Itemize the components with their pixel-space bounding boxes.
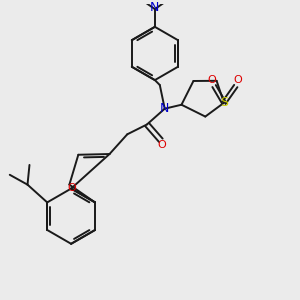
Text: S: S: [220, 96, 228, 109]
Text: O: O: [158, 140, 166, 150]
Text: O: O: [208, 75, 217, 85]
Text: N: N: [150, 1, 160, 13]
Text: O: O: [233, 75, 242, 85]
Text: N: N: [160, 102, 169, 115]
Text: O: O: [67, 183, 76, 193]
